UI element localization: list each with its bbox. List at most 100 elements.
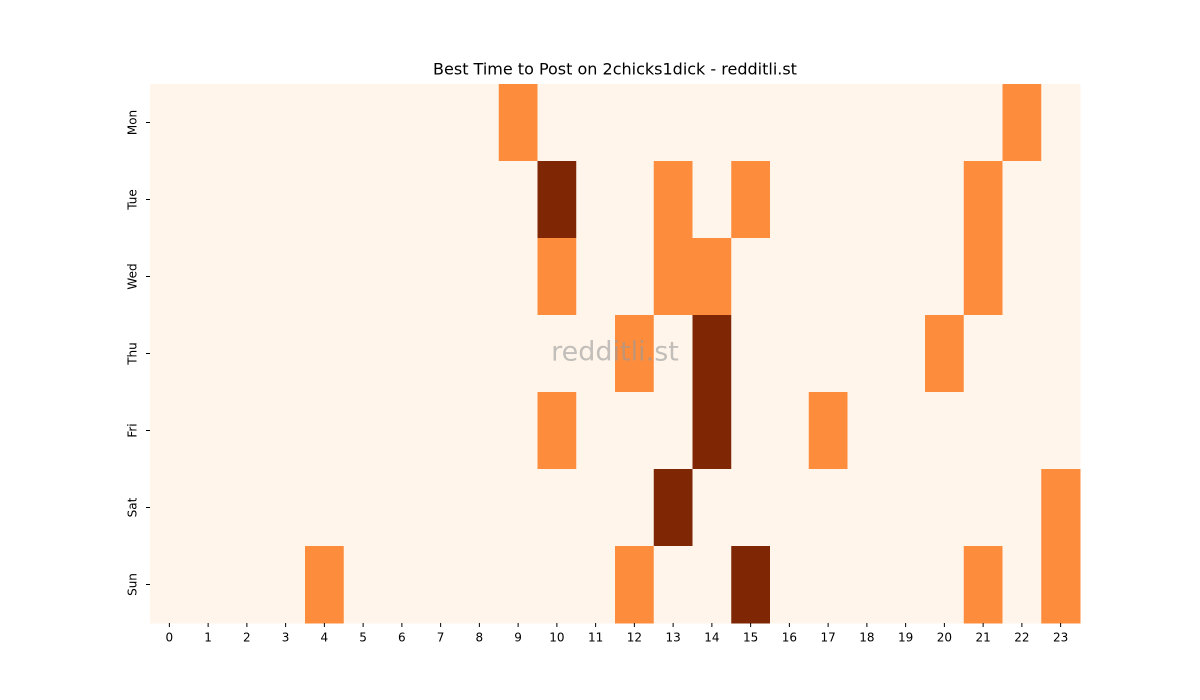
heatmap-cell [460,469,500,547]
heatmap-cell [188,469,228,547]
x-tick-label: 1 [204,631,212,645]
heatmap-cell [150,238,190,316]
heatmap-cells [150,84,1081,624]
heatmap-cell [653,84,693,162]
y-tick-label: Tue [126,189,140,211]
heatmap-cell [188,546,228,624]
x-tick-label: 4 [321,631,329,645]
heatmap-cell [266,546,306,624]
heatmap-cell [305,161,345,239]
heatmap-cell [1002,315,1042,393]
heatmap-cell [731,392,771,470]
heatmap-cell [460,546,500,624]
heatmap-cell [1041,546,1081,624]
heatmap-cell [963,161,1003,239]
heatmap-cell [925,84,965,162]
heatmap-cell [653,392,693,470]
heatmap-cell [421,161,461,239]
heatmap-cell [150,469,190,547]
heatmap-cell [1041,161,1081,239]
heatmap-cell [615,546,655,624]
x-tick-label: 14 [704,631,719,645]
heatmap-cell [770,469,810,547]
heatmap-cell [537,469,577,547]
heatmap-cell [421,469,461,547]
heatmap-cell [770,161,810,239]
heatmap-cell [653,546,693,624]
heatmap-cell [653,315,693,393]
heatmap-cell [576,161,616,239]
heatmap-cell [808,546,848,624]
x-tick-label: 17 [820,631,835,645]
heatmap-cell [150,161,190,239]
x-tick-label: 7 [437,631,445,645]
heatmap-cell [576,469,616,547]
heatmap-cell [692,315,732,393]
heatmap-cell [692,392,732,470]
x-tick-label: 5 [359,631,367,645]
heatmap-cell [227,238,267,316]
heatmap-cell [188,161,228,239]
y-tick-label: Sat [126,497,140,517]
heatmap-cell [266,469,306,547]
heatmap-cell [731,238,771,316]
heatmap-cell [653,238,693,316]
x-tick-label: 10 [549,631,564,645]
heatmap-cell [925,315,965,393]
heatmap-cell [343,84,383,162]
heatmap-cell [537,315,577,393]
heatmap-cell [266,392,306,470]
heatmap-cell [925,238,965,316]
heatmap-cell [1002,469,1042,547]
heatmap-cell [808,238,848,316]
heatmap-cell [847,161,887,239]
heatmap-cell [847,469,887,547]
heatmap-cell [770,392,810,470]
heatmap-cell [421,238,461,316]
heatmap-cell [731,84,771,162]
heatmap-cell [1002,546,1042,624]
heatmap-cell [963,84,1003,162]
heatmap-cell [1041,238,1081,316]
heatmap-cell [925,469,965,547]
heatmap-cell [227,392,267,470]
heatmap-cell [886,161,926,239]
heatmap-cell [537,392,577,470]
heatmap-cell [188,315,228,393]
heatmap-cell [188,84,228,162]
heatmap-cell [498,238,538,316]
heatmap-cell [227,84,267,162]
heatmap-cell [731,161,771,239]
heatmap-cell [692,84,732,162]
heatmap-cell [615,84,655,162]
heatmap-cell [692,238,732,316]
heatmap-cell [576,238,616,316]
heatmap-cell [576,546,616,624]
y-tick-label: Thu [126,342,140,366]
heatmap-cell [343,161,383,239]
heatmap-cell [731,546,771,624]
heatmap-cell [1002,84,1042,162]
heatmap-cell [1002,161,1042,239]
heatmap-cell [1002,392,1042,470]
heatmap-cell [343,546,383,624]
heatmap-cell [615,392,655,470]
heatmap-cell [576,392,616,470]
heatmap-cell [808,392,848,470]
heatmap-cell [421,315,461,393]
heatmap-cell [227,161,267,239]
heatmap-cell [615,238,655,316]
heatmap-cell [808,315,848,393]
x-tick-label: 15 [743,631,758,645]
heatmap-cell [886,238,926,316]
heatmap-cell [847,546,887,624]
heatmap-cell [886,84,926,162]
x-tick-label: 23 [1053,631,1068,645]
heatmap-cell [808,84,848,162]
heatmap-cell [808,161,848,239]
heatmap-cell [343,392,383,470]
heatmap-cell [576,84,616,162]
heatmap-cell [770,238,810,316]
heatmap-cell [615,315,655,393]
heatmap-cell [382,161,422,239]
